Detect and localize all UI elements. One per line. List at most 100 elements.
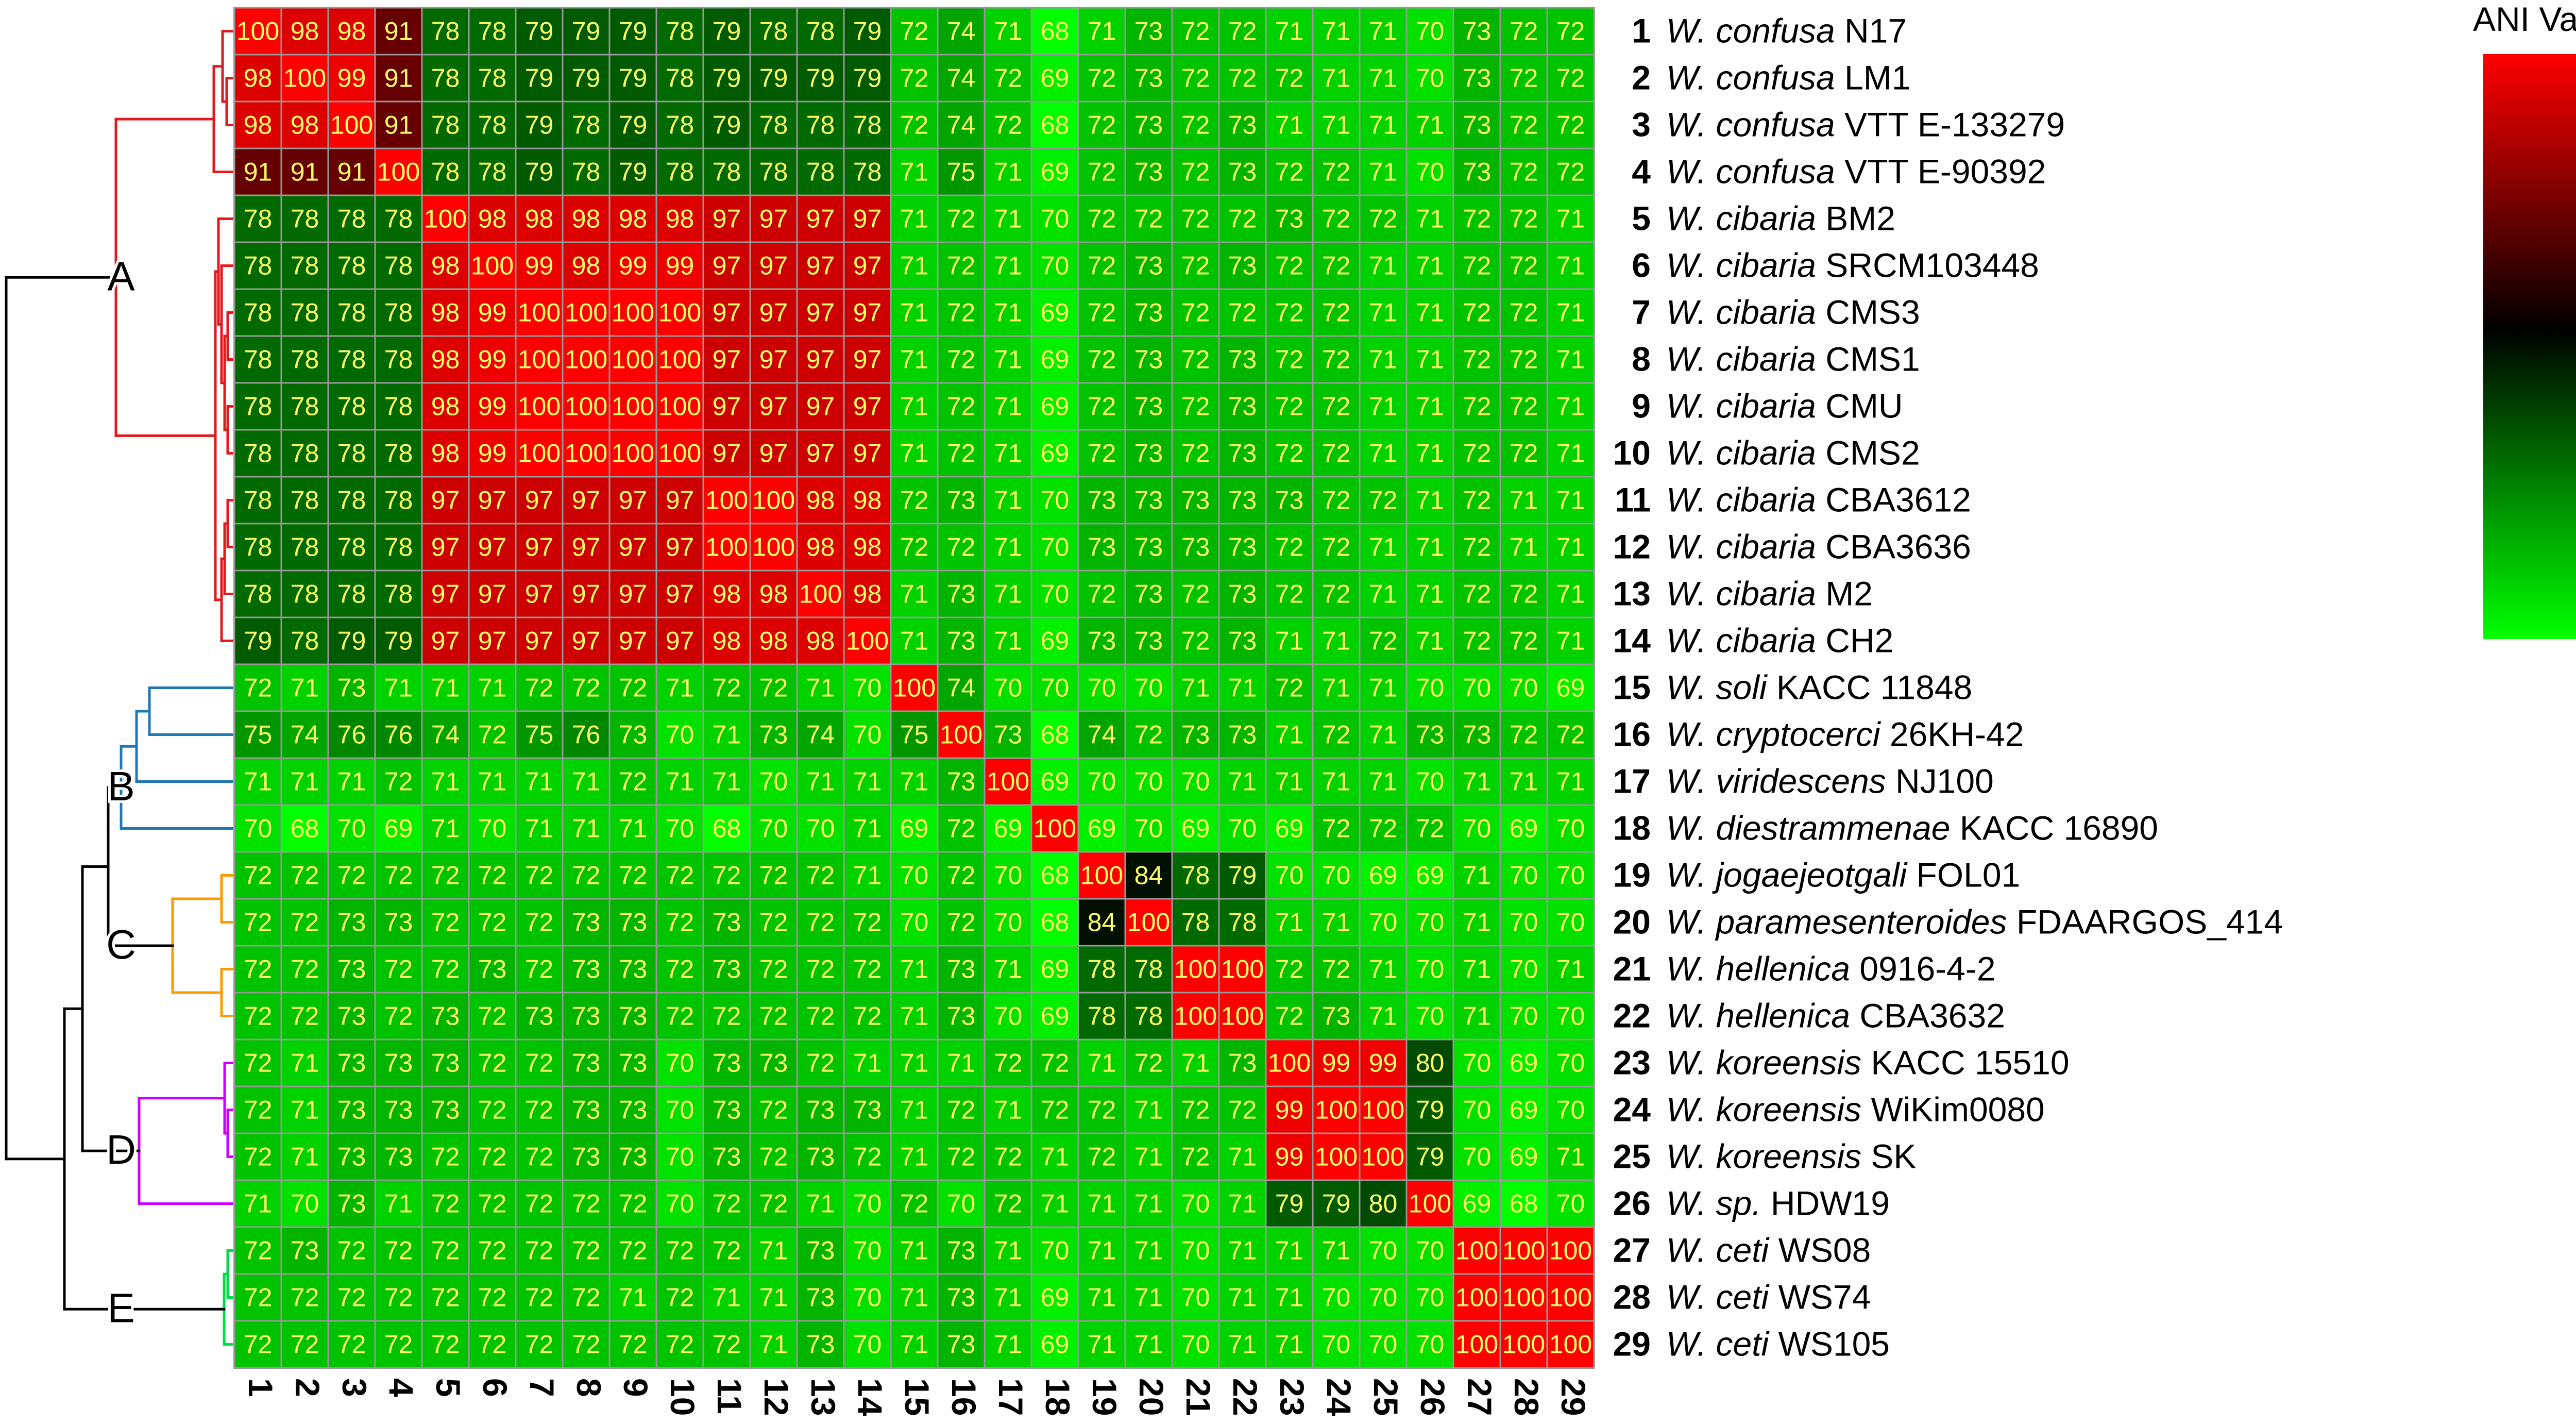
heatmap-cell bbox=[1359, 476, 1408, 525]
cell-value-label: 72 bbox=[1088, 345, 1116, 374]
cell-value-label: 70 bbox=[900, 908, 929, 937]
row-number-label: 27 bbox=[1613, 1231, 1651, 1269]
cell-value-label: 70 bbox=[1463, 814, 1492, 843]
cell-value-label: 70 bbox=[806, 814, 835, 843]
heatmap-cell bbox=[608, 569, 657, 618]
heatmap-cell bbox=[1499, 54, 1548, 103]
cell-value-label: 69 bbox=[1510, 1096, 1538, 1125]
cell-value-label: 70 bbox=[1416, 1283, 1445, 1312]
cell-value-label: 80 bbox=[1369, 1189, 1398, 1218]
cell-value-label: 78 bbox=[1181, 861, 1210, 890]
cell-value-label: 73 bbox=[1088, 533, 1116, 562]
cell-value-label: 73 bbox=[806, 1330, 835, 1359]
heatmap-cell bbox=[796, 429, 845, 478]
cell-value-label: 72 bbox=[947, 392, 976, 421]
heatmap-cell bbox=[1359, 194, 1408, 243]
cell-value-label: 71 bbox=[1088, 1189, 1116, 1218]
cell-value-label: 79 bbox=[1416, 1143, 1445, 1171]
heatmap-cell bbox=[796, 1179, 845, 1228]
heatmap-cell bbox=[984, 1085, 1032, 1134]
cell-value-label: 71 bbox=[1275, 111, 1304, 140]
cell-value-label: 73 bbox=[384, 1096, 413, 1125]
cell-value-label: 71 bbox=[900, 955, 929, 984]
cell-value-label: 97 bbox=[853, 252, 882, 280]
cell-value-label: 72 bbox=[478, 1330, 507, 1359]
cell-value-label: 72 bbox=[384, 861, 413, 890]
cell-value-label: 71 bbox=[666, 674, 694, 702]
heatmap-cell bbox=[1499, 663, 1548, 712]
legend-title: ANI Value bbox=[2473, 0, 2576, 38]
row-number-label: 10 bbox=[1613, 434, 1651, 472]
heatmap-cell bbox=[1405, 7, 1454, 56]
cell-value-label: 74 bbox=[431, 720, 460, 749]
cell-value-label: 72 bbox=[431, 1189, 460, 1218]
cell-value-label: 98 bbox=[244, 64, 273, 93]
cell-value-label: 73 bbox=[1088, 627, 1116, 656]
cell-value-label: 72 bbox=[1228, 205, 1257, 233]
heatmap-cell bbox=[1405, 382, 1454, 431]
heatmap-cell bbox=[1171, 569, 1220, 618]
heatmap-cell bbox=[1124, 663, 1173, 712]
heatmap-cell bbox=[1030, 1226, 1079, 1275]
row-number-label: 12 bbox=[1613, 528, 1651, 566]
cell-value-label: 73 bbox=[713, 908, 741, 937]
cell-value-label: 78 bbox=[244, 439, 273, 468]
cell-value-label: 100 bbox=[1315, 1143, 1358, 1171]
cell-value-label: 70 bbox=[666, 720, 694, 749]
cell-value-label: 78 bbox=[244, 392, 273, 421]
heatmap-cell bbox=[702, 7, 751, 56]
cell-value-label: 73 bbox=[337, 674, 366, 702]
heatmap-cell bbox=[1077, 851, 1126, 900]
cell-value-label: 70 bbox=[1556, 1096, 1585, 1125]
column-label: 13 bbox=[804, 1378, 842, 1416]
cell-value-label: 72 bbox=[1510, 298, 1538, 327]
heatmap-cell bbox=[1546, 992, 1595, 1041]
heatmap-cell bbox=[1218, 100, 1267, 149]
heatmap-cell bbox=[1359, 54, 1408, 103]
cell-value-label: 71 bbox=[1134, 1143, 1163, 1171]
heatmap-cell bbox=[421, 569, 470, 618]
heatmap-cell bbox=[1359, 1226, 1408, 1275]
cell-value-label: 71 bbox=[1369, 439, 1398, 468]
row-strain-label: W. cryptocerci 26KH-42 bbox=[1666, 715, 2024, 753]
heatmap-cell bbox=[1265, 194, 1314, 243]
heatmap-cell bbox=[984, 804, 1032, 853]
heatmap-cell bbox=[1265, 476, 1314, 525]
heatmap-cell bbox=[1359, 663, 1408, 712]
cell-value-label: 78 bbox=[806, 158, 835, 187]
heatmap-cell bbox=[327, 288, 376, 337]
cell-value-label: 78 bbox=[384, 345, 413, 374]
cell-value-label: 79 bbox=[384, 627, 413, 656]
cell-value-label: 78 bbox=[291, 392, 319, 421]
cell-value-label: 78 bbox=[1134, 955, 1163, 984]
cell-value-label: 71 bbox=[1181, 1049, 1210, 1078]
legend-color-bar bbox=[2483, 54, 2576, 639]
cell-value-label: 72 bbox=[994, 111, 1023, 140]
cell-value-label: 97 bbox=[759, 205, 788, 233]
cell-value-label: 70 bbox=[291, 1189, 319, 1218]
heatmap-cell bbox=[1124, 54, 1173, 103]
heatmap-cell bbox=[562, 476, 611, 525]
heatmap-cell bbox=[796, 335, 845, 384]
cell-value-label: 71 bbox=[1556, 627, 1585, 656]
cell-value-label: 72 bbox=[759, 955, 788, 984]
cell-value-label: 72 bbox=[431, 1283, 460, 1312]
cell-value-label: 97 bbox=[806, 252, 835, 280]
cell-value-label: 100 bbox=[1455, 1236, 1498, 1265]
cell-value-label: 71 bbox=[900, 1236, 929, 1265]
heatmap-cell bbox=[1359, 945, 1408, 994]
cell-value-label: 72 bbox=[853, 908, 882, 937]
cell-value-label: 79 bbox=[619, 158, 648, 187]
heatmap-cell bbox=[843, 1320, 892, 1369]
heatmap-cell bbox=[562, 851, 611, 900]
column-label: 16 bbox=[945, 1378, 983, 1416]
cell-value-label: 100 bbox=[1409, 1189, 1451, 1218]
cell-value-label: 97 bbox=[713, 439, 741, 468]
cell-value-label: 71 bbox=[572, 767, 601, 796]
cell-value-label: 72 bbox=[244, 1002, 273, 1031]
cell-value-label: 69 bbox=[384, 814, 413, 843]
cell-value-label: 70 bbox=[1416, 767, 1445, 796]
cell-value-label: 70 bbox=[1041, 252, 1070, 280]
heatmap-cell bbox=[608, 1320, 657, 1369]
heatmap-cell bbox=[890, 804, 939, 853]
